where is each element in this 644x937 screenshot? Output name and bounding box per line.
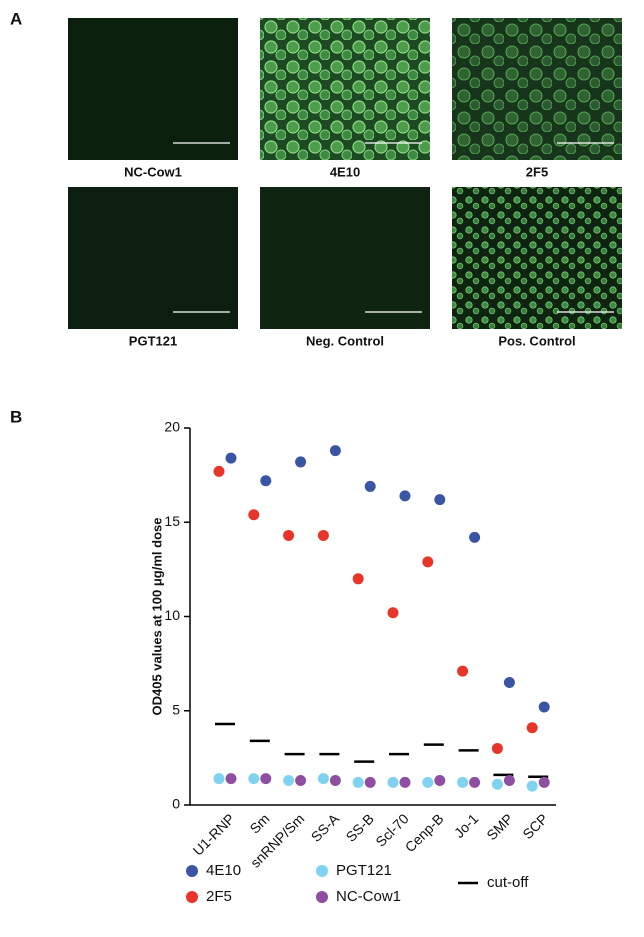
data-point xyxy=(469,776,481,788)
data-point xyxy=(248,773,260,785)
y-tick-label: 15 xyxy=(164,513,180,529)
data-point xyxy=(387,607,399,619)
data-point xyxy=(260,773,272,785)
data-point xyxy=(503,676,515,688)
x-tick-label: Cenp-B xyxy=(402,810,447,855)
data-point xyxy=(434,774,446,786)
data-point xyxy=(422,556,434,568)
data-point xyxy=(526,780,538,792)
data-point xyxy=(225,452,237,464)
data-point xyxy=(491,778,503,790)
image-label: 4E10 xyxy=(330,164,360,179)
x-tick-label: U1-RNP xyxy=(190,810,238,858)
legend-marker xyxy=(186,891,198,903)
data-point xyxy=(283,529,295,541)
image-label: Neg. Control xyxy=(306,333,384,348)
legend-marker xyxy=(316,891,328,903)
data-point xyxy=(491,742,503,754)
x-tick-label: SCP xyxy=(519,810,551,842)
legend-label: 4E10 xyxy=(206,862,241,879)
data-point xyxy=(260,475,272,487)
data-point xyxy=(538,776,550,788)
data-point xyxy=(434,494,446,506)
panel-label: B xyxy=(10,407,22,426)
data-point xyxy=(469,531,481,543)
y-axis-label: OD405 values at 100 μg/ml dose xyxy=(149,518,164,716)
y-tick-label: 5 xyxy=(172,701,180,717)
legend-marker xyxy=(316,865,328,877)
x-tick-label: SMP xyxy=(483,810,516,843)
y-tick-label: 20 xyxy=(164,419,180,435)
data-point xyxy=(503,774,515,786)
panel-label: A xyxy=(10,9,22,28)
data-point xyxy=(457,665,469,677)
image-label: NC-Cow1 xyxy=(124,164,182,179)
legend-marker xyxy=(186,865,198,877)
data-point xyxy=(399,490,411,502)
data-point xyxy=(283,774,295,786)
image-label: Pos. Control xyxy=(498,333,575,348)
data-point xyxy=(364,776,376,788)
data-point xyxy=(352,573,364,585)
micrograph xyxy=(68,18,238,160)
data-point xyxy=(399,776,411,788)
micrograph xyxy=(260,18,430,160)
data-point xyxy=(387,776,399,788)
micrograph xyxy=(68,187,238,329)
image-label: PGT121 xyxy=(129,333,177,348)
data-point xyxy=(526,722,538,734)
legend-label: NC-Cow1 xyxy=(336,888,401,905)
data-point xyxy=(364,480,376,492)
data-point xyxy=(422,776,434,788)
micrograph xyxy=(260,187,430,329)
data-point xyxy=(538,701,550,713)
x-tick-label: SS-B xyxy=(343,810,377,844)
data-point xyxy=(248,509,260,521)
data-point xyxy=(295,774,307,786)
data-point xyxy=(295,456,307,468)
data-point xyxy=(329,445,341,457)
y-tick-label: 0 xyxy=(172,796,180,812)
x-tick-label: Jo-1 xyxy=(451,810,482,841)
data-point xyxy=(213,773,225,785)
data-point xyxy=(225,773,237,785)
legend-label: 2F5 xyxy=(206,888,232,905)
y-tick-label: 10 xyxy=(164,607,180,623)
micrograph xyxy=(452,18,622,160)
x-tick-label: Sm xyxy=(246,810,272,836)
legend-label: PGT121 xyxy=(336,862,392,879)
image-label: 2F5 xyxy=(526,164,548,179)
data-point xyxy=(317,773,329,785)
micrograph xyxy=(452,187,622,329)
data-point xyxy=(329,774,341,786)
x-tick-label: SS-A xyxy=(308,810,343,845)
data-point xyxy=(317,529,329,541)
data-point xyxy=(213,465,225,477)
legend-label: cut-off xyxy=(487,874,529,891)
data-point xyxy=(352,776,364,788)
data-point xyxy=(457,776,469,788)
